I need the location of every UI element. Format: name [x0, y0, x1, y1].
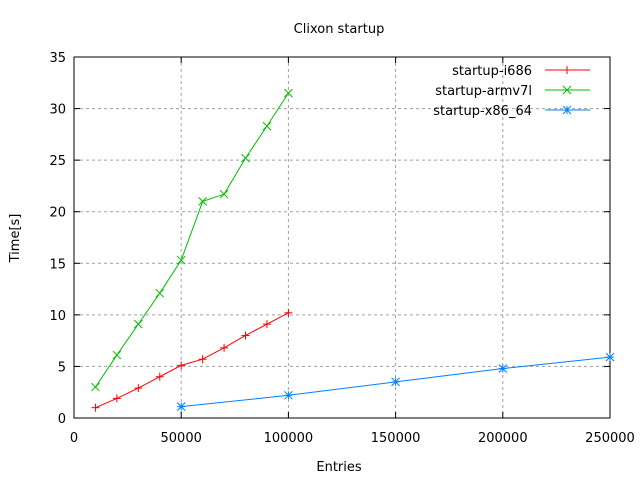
- data-point-star: [498, 364, 508, 373]
- legend-label: startup-armv7l: [435, 84, 532, 99]
- x-axis-label: Entries: [316, 460, 362, 475]
- data-point-star: [562, 105, 572, 115]
- y-tick-label: 10: [49, 309, 66, 324]
- series-line: [95, 312, 289, 409]
- series-line: [95, 92, 289, 388]
- data-point-cross: [176, 255, 186, 265]
- data-point-plus: [284, 308, 293, 317]
- ticks: 0 50000 100000 150000 200000 250000 0 5 10 15 20 25…: [49, 51, 634, 446]
- data-point-star: [284, 390, 293, 400]
- series-startup-armv7l: [91, 88, 293, 392]
- series-startup-i686: [91, 308, 293, 412]
- data-point-star: [391, 377, 400, 387]
- series-startup-x86_64: [176, 352, 615, 412]
- data-point-cross: [241, 153, 250, 163]
- chart-title: Clixon startup: [294, 22, 385, 37]
- data-point-plus: [198, 355, 207, 364]
- y-tick-label: 35: [49, 51, 66, 66]
- y-tick-label: 5: [58, 360, 66, 375]
- data-point-star: [605, 352, 615, 362]
- data-point-cross: [112, 350, 122, 360]
- y-tick-label: 25: [49, 154, 66, 169]
- x-tick-label: 50000: [161, 431, 202, 446]
- data-point-cross: [562, 85, 572, 95]
- data-point-plus: [241, 331, 250, 340]
- x-tick-label: 100000: [264, 431, 314, 446]
- y-tick-label: 15: [49, 257, 66, 272]
- data-point-plus: [91, 403, 100, 412]
- data-point-cross: [133, 319, 143, 329]
- legend-label: startup-i686: [452, 64, 532, 79]
- x-tick-label: 200000: [478, 431, 528, 446]
- plot-border: [73, 56, 611, 419]
- y-tick-label: 20: [49, 206, 66, 221]
- data-point-star: [176, 402, 186, 412]
- data-point-cross: [91, 382, 100, 392]
- data-point-plus: [262, 320, 271, 329]
- data-point-plus: [220, 343, 229, 352]
- data-point-plus: [112, 394, 121, 403]
- legend: startup-i686 startup-armv7l startup-x86_64: [433, 64, 590, 119]
- data-point-plus: [155, 372, 164, 381]
- data-point-cross: [219, 189, 229, 199]
- data-point-cross: [284, 88, 293, 98]
- data-point-cross: [155, 288, 165, 298]
- data-point-plus: [177, 361, 186, 370]
- x-tick-label: 250000: [585, 431, 635, 446]
- x-tick-label: 0: [70, 431, 78, 446]
- x-tick-label: 150000: [371, 431, 421, 446]
- data-point-plus: [134, 384, 143, 393]
- legend-label: startup-x86_64: [433, 104, 532, 119]
- series-group: [91, 88, 615, 412]
- data-point-cross: [198, 197, 207, 206]
- y-tick-label: 30: [49, 103, 66, 118]
- y-axis-label: Time[s]: [8, 214, 23, 264]
- data-point-plus: [563, 66, 571, 74]
- y-tick-label: 0: [58, 412, 66, 427]
- data-point-cross: [262, 121, 272, 131]
